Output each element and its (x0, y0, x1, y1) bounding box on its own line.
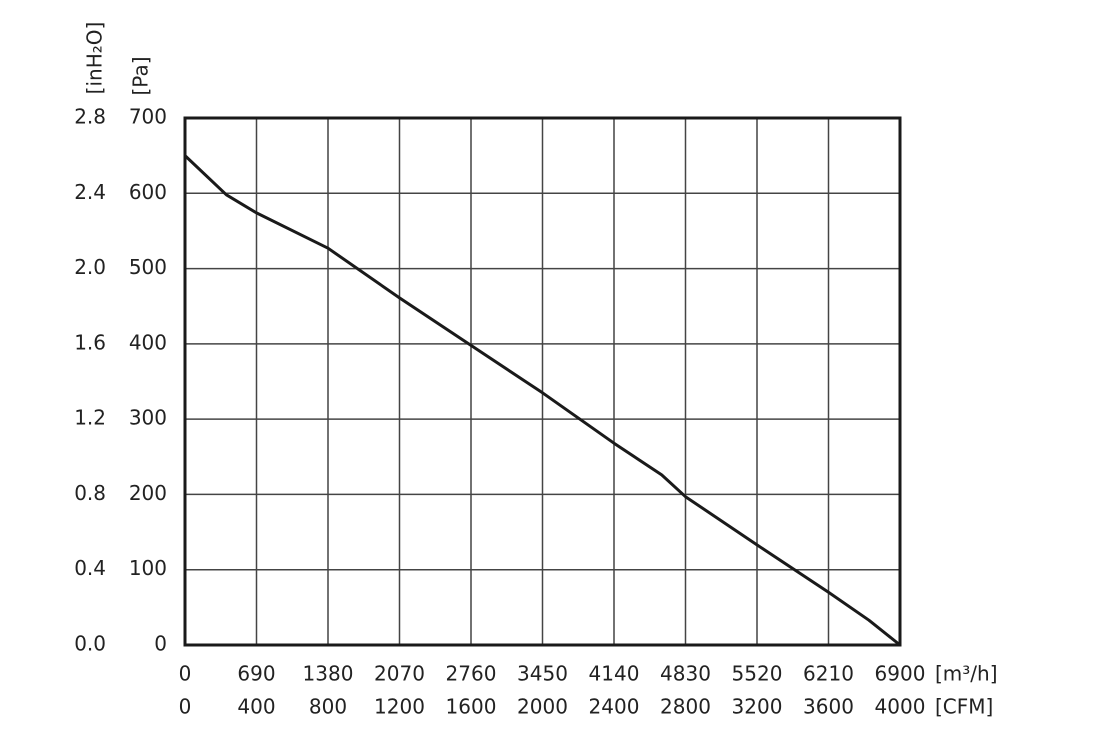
y-tick-label: 200 (129, 481, 167, 505)
x-tick-label: 4140 (589, 662, 640, 686)
y2-tick-label: 0.8 (74, 481, 106, 505)
y2-tick-label: 2.4 (74, 180, 106, 204)
x2-tick-label: 400 (237, 695, 275, 719)
y2-tick-label: 1.6 (74, 330, 106, 354)
x-axis-title: [m³/h] (935, 662, 998, 686)
x-tick-label: 1380 (303, 662, 354, 686)
x2-tick-label: 2400 (589, 695, 640, 719)
x2-tick-label: 4000 (875, 695, 926, 719)
x2-tick-label: 800 (309, 695, 347, 719)
y2-tick-label: 0.4 (74, 556, 106, 580)
x2-tick-label: 1200 (374, 695, 425, 719)
y-tick-label: 700 (129, 105, 167, 129)
curve (183, 154, 901, 647)
x-tick-label: 3450 (517, 662, 568, 686)
plot-frame (183, 116, 902, 647)
y-tick-label: 600 (129, 180, 167, 204)
x2-axis-title: [CFM] (935, 695, 993, 719)
x2-tick-label: 2000 (517, 695, 568, 719)
y2-tick-label: 2.8 (74, 105, 106, 129)
x-tick-label: 4830 (660, 662, 711, 686)
y2-tick-label: 1.2 (74, 406, 106, 430)
y2-axis-title: [inH₂O] (83, 22, 107, 95)
y-tick-label: 0 (154, 632, 167, 656)
x-tick-label: 2070 (374, 662, 425, 686)
y2-tick-label: 0.0 (74, 632, 106, 656)
y-tick-label: 400 (129, 330, 167, 354)
y-tick-label: 500 (129, 255, 167, 279)
y-tick-label: 100 (129, 556, 167, 580)
y-tick-label: 300 (129, 406, 167, 430)
x2-tick-label: 3600 (803, 695, 854, 719)
x-tick-label: 0 (179, 662, 192, 686)
x2-tick-label: 2800 (660, 695, 711, 719)
x2-tick-label: 1600 (446, 695, 497, 719)
x2-tick-label: 3200 (732, 695, 783, 719)
x-tick-label: 5520 (732, 662, 783, 686)
x-tick-label: 690 (237, 662, 275, 686)
y-axis-title: [Pa] (129, 56, 153, 95)
x-tick-label: 2760 (446, 662, 497, 686)
y2-tick-label: 2.0 (74, 255, 106, 279)
x-tick-label: 6900 (875, 662, 926, 686)
x2-tick-label: 0 (179, 695, 192, 719)
x-tick-label: 6210 (803, 662, 854, 686)
